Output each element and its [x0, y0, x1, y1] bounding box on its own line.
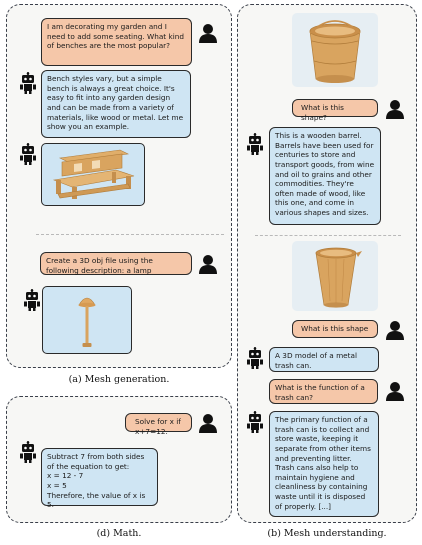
bot-message-solution: Subtract 7 from both sides of the equati…	[41, 448, 158, 509]
user-icon	[386, 321, 404, 340]
user-icon	[386, 382, 404, 401]
user-question-function: What is the function of a trash can?	[269, 379, 378, 404]
lamp-mesh-render	[78, 297, 96, 347]
user-question-shape-1: What is this shape?	[292, 99, 378, 122]
user-icon	[199, 24, 217, 43]
robot-icon	[20, 72, 36, 94]
robot-icon	[20, 143, 36, 165]
bot-answer-function: The primary function of a trash can is t…	[269, 411, 379, 517]
robot-icon	[24, 289, 40, 311]
user-message-lamp: Create a 3D obj file using the following…	[40, 252, 192, 275]
user-icon	[199, 414, 217, 433]
bench-mesh-render	[52, 149, 135, 199]
user-icon	[199, 255, 217, 274]
barrel-mesh-render	[309, 20, 361, 83]
caption-mesh-understanding: (b) Mesh understanding.	[267, 528, 387, 539]
user-message-solve: Solve for x if x+7=12.	[125, 413, 192, 436]
separator-line	[36, 234, 224, 235]
caption-mesh-generation: (a) Mesh generation.	[68, 374, 170, 385]
robot-icon	[247, 133, 263, 155]
trash-can-mesh-image	[292, 241, 378, 311]
bot-message-bench-styles: Bench styles vary, but a simple bench is…	[41, 70, 191, 138]
robot-icon	[20, 441, 36, 463]
user-question-shape-2: What is this shape	[292, 320, 378, 338]
robot-icon	[247, 411, 263, 433]
robot-icon	[247, 347, 263, 369]
user-icon	[386, 100, 404, 119]
caption-math: (d) Math.	[96, 528, 142, 539]
bot-answer-trash-can: A 3D model of a metal trash can.	[269, 347, 379, 372]
barrel-mesh-image	[292, 13, 378, 87]
trash-can-mesh-render	[315, 247, 362, 308]
bench-mesh-image	[41, 143, 145, 206]
separator-line	[255, 235, 401, 236]
user-message-benches: I am decorating my garden and I need to …	[41, 18, 192, 66]
lamp-mesh-image	[42, 286, 132, 354]
bot-answer-barrel: This is a wooden barrel. Barrels have be…	[269, 127, 381, 225]
